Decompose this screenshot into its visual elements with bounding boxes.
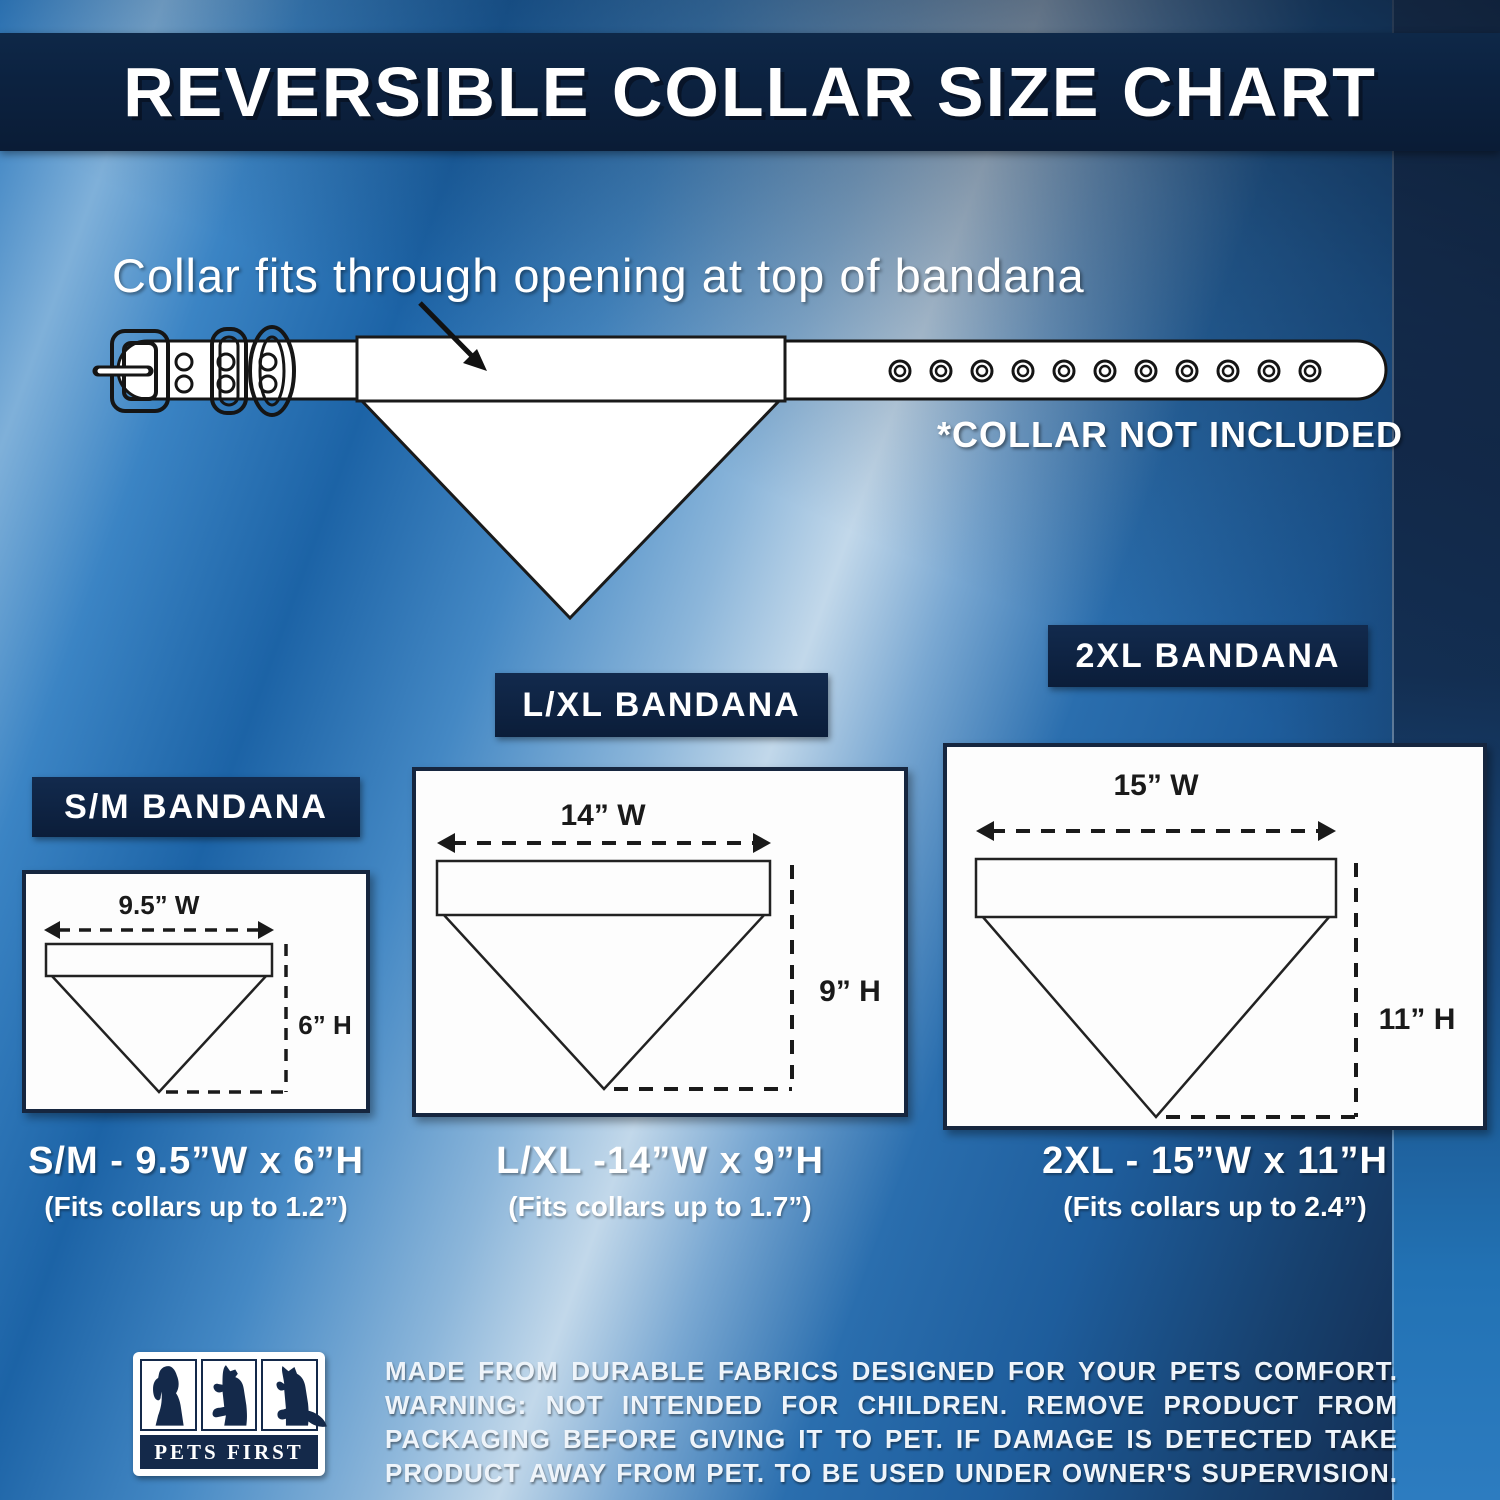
lxl-width-dimension: 14” W bbox=[560, 799, 646, 832]
size-panel-sm: 9.5” W 6” H bbox=[22, 870, 370, 1113]
sm-bandana-diagram: 9.5” W 6” H bbox=[44, 890, 352, 1094]
lxl-height-dimension: 9” H bbox=[819, 975, 881, 1008]
pets-first-logo: PETS FIRST bbox=[133, 1352, 328, 1476]
size-label-lxl: L/XL BANDANA bbox=[495, 673, 828, 737]
dog-icon bbox=[276, 1366, 328, 1427]
size-label-sm-text: S/M BANDANA bbox=[64, 787, 328, 826]
lxl-bandana-diagram: 14” W 9” H bbox=[435, 799, 881, 1091]
dog-icon bbox=[212, 1365, 247, 1426]
warning-line: WARNING: NOT INTENDED FOR CHILDREN. REMO… bbox=[385, 1390, 1398, 1420]
lxl-width-arrow bbox=[437, 833, 771, 853]
lxl-bandana-sleeve bbox=[435, 859, 772, 917]
2xl-width-arrow bbox=[976, 821, 1336, 841]
size-panel-2xl: 15” W 11” H bbox=[943, 743, 1487, 1130]
2xl-bandana-triangle bbox=[979, 914, 1333, 1119]
sm-size-caption: S/M - 9.5”W x 6”H bbox=[28, 1140, 364, 1182]
2xl-fits-caption: (Fits collars up to 2.4”) bbox=[1063, 1191, 1367, 1222]
dog-silhouette-2 bbox=[200, 1359, 258, 1431]
sm-fits-caption: (Fits collars up to 1.2”) bbox=[44, 1191, 348, 1222]
size-label-2xl-text: 2XL BANDANA bbox=[1075, 636, 1341, 675]
sm-caption-block: S/M - 9.5”W x 6”H (Fits collars up to 1.… bbox=[0, 1140, 392, 1223]
2xl-width-dimension: 15” W bbox=[1113, 769, 1199, 802]
2xl-height-dimension: 11” H bbox=[1379, 1003, 1456, 1036]
logo-wordmark: PETS FIRST bbox=[140, 1435, 318, 1469]
size-panel-lxl: 14” W 9” H bbox=[412, 767, 908, 1117]
sm-width-arrow bbox=[44, 921, 274, 939]
lxl-caption-block: L/XL -14”W x 9”H (Fits collars up to 1.7… bbox=[440, 1140, 880, 1223]
lxl-fits-caption: (Fits collars up to 1.7”) bbox=[508, 1191, 812, 1222]
warning-line: PRODUCT AWAY FROM PET. TO BE USED UNDER … bbox=[385, 1458, 1398, 1488]
size-label-2xl: 2XL BANDANA bbox=[1048, 625, 1368, 687]
size-label-sm: S/M BANDANA bbox=[32, 777, 360, 837]
dog-silhouette-3 bbox=[261, 1359, 328, 1431]
title-banner: REVERSIBLE COLLAR SIZE CHART bbox=[0, 33, 1500, 151]
warning-line: MADE FROM DURABLE FABRICS DESIGNED FOR Y… bbox=[385, 1356, 1398, 1386]
page-title: REVERSIBLE COLLAR SIZE CHART bbox=[123, 53, 1377, 131]
bandana-sleeve bbox=[355, 335, 787, 403]
bandana-triangle bbox=[358, 399, 783, 621]
sm-bandana-sleeve bbox=[44, 942, 274, 978]
2xl-bandana-sleeve bbox=[974, 857, 1338, 919]
sm-height-dimension: 6” H bbox=[298, 1010, 351, 1040]
dog-icon bbox=[153, 1366, 184, 1426]
dog-silhouette-1 bbox=[140, 1359, 197, 1431]
lxl-size-caption: L/XL -14”W x 9”H bbox=[496, 1140, 824, 1182]
2xl-bandana-diagram: 15” W 11” H bbox=[974, 769, 1456, 1119]
warning-text-block: MADE FROM DURABLE FABRICS DESIGNED FOR Y… bbox=[385, 1354, 1398, 1490]
sm-bandana-triangle bbox=[48, 973, 270, 1094]
2xl-size-caption: 2XL - 15”W x 11”H bbox=[1042, 1140, 1388, 1182]
collar-not-included-note: *COLLAR NOT INCLUDED bbox=[937, 414, 1403, 455]
logo-dog-panels bbox=[140, 1359, 328, 1431]
warning-line: PACKAGING BEFORE GIVING IT TO PET. IF DA… bbox=[385, 1424, 1398, 1454]
size-label-lxl-text: L/XL BANDANA bbox=[522, 685, 801, 724]
lxl-bandana-triangle bbox=[440, 912, 768, 1091]
sm-width-dimension: 9.5” W bbox=[119, 890, 200, 920]
2xl-caption-block: 2XL - 15”W x 11”H (Fits collars up to 2.… bbox=[980, 1140, 1450, 1223]
